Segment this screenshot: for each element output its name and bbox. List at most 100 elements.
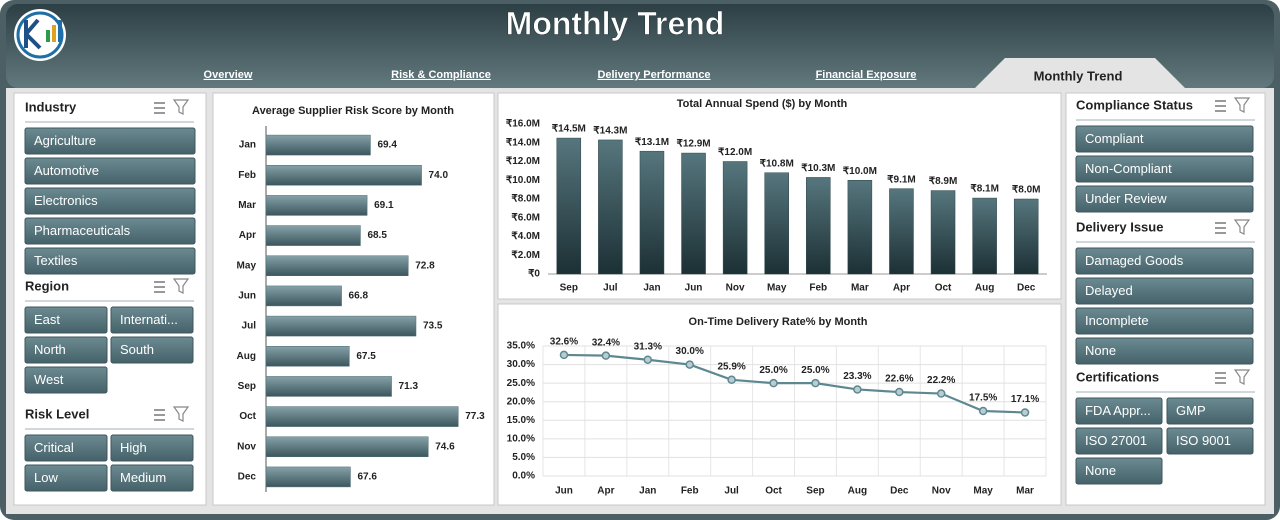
tab-link[interactable]: Risk & Compliance: [391, 69, 491, 81]
slicer-item[interactable]: Internati...: [120, 312, 178, 327]
slicer-button[interactable]: [1075, 307, 1254, 335]
slicer-item[interactable]: Delayed: [1085, 283, 1133, 298]
slicer-button[interactable]: [1166, 427, 1254, 455]
slicer-item[interactable]: ISO 9001: [1176, 433, 1231, 448]
slicer-title: Industry: [25, 99, 77, 114]
slicer-button[interactable]: [24, 464, 108, 492]
slicer-item[interactable]: East: [34, 312, 60, 327]
bar: [847, 180, 873, 275]
slicer-button[interactable]: [24, 306, 108, 334]
slicer-button[interactable]: [24, 127, 196, 155]
marker: [727, 375, 736, 385]
slicer-item[interactable]: West: [34, 372, 64, 387]
slicer-button[interactable]: [1075, 397, 1163, 425]
slicer-item[interactable]: Low: [34, 470, 58, 485]
slicer-button[interactable]: [24, 336, 108, 364]
marker: [559, 350, 569, 360]
clear-filter-icon[interactable]: [172, 99, 190, 115]
y-tick-label: 15.0%: [507, 415, 535, 426]
slicer-item[interactable]: None: [1085, 343, 1116, 358]
slicer-button[interactable]: [110, 306, 194, 334]
slicer-item[interactable]: North: [34, 342, 66, 357]
bar: [889, 188, 914, 275]
slicer-button[interactable]: [24, 247, 196, 275]
x-tick-label: Mar: [851, 283, 869, 294]
slicer-item[interactable]: ISO 27001: [1085, 433, 1147, 448]
slicer-item[interactable]: Under Review: [1085, 191, 1167, 206]
slicer-button[interactable]: [24, 217, 196, 245]
bar: [598, 139, 623, 275]
slicer-button[interactable]: [24, 157, 196, 185]
category-label: Aug: [237, 351, 256, 362]
data-label: 22.2%: [927, 375, 955, 386]
header-band: [6, 4, 1274, 88]
marker: [978, 406, 988, 416]
y-tick-label: 5.0%: [512, 452, 535, 463]
marker: [601, 351, 611, 360]
data-label: 30.0%: [676, 346, 704, 357]
data-label: ₹8.0M: [1012, 185, 1041, 196]
slicer-button[interactable]: [1075, 125, 1254, 153]
clear-filter-icon[interactable]: [1233, 369, 1251, 385]
slicer-item[interactable]: GMP: [1176, 403, 1206, 418]
chart-panel: [212, 92, 495, 506]
clear-filter-icon[interactable]: [1233, 219, 1251, 235]
slicer-item[interactable]: FDA Appr...: [1085, 403, 1151, 418]
slicer-item[interactable]: Damaged Goods: [1085, 253, 1184, 268]
tab-link[interactable]: Financial Exposure: [816, 69, 917, 81]
tab-link[interactable]: Overview: [204, 69, 253, 81]
bar: [265, 255, 409, 276]
slicer-item[interactable]: Pharmaceuticals: [34, 223, 131, 238]
slicer-button[interactable]: [1075, 337, 1254, 365]
slicer-button[interactable]: [1075, 247, 1254, 275]
clear-filter-icon[interactable]: [172, 278, 190, 294]
clear-filter-icon[interactable]: [1233, 97, 1251, 113]
slicer-button[interactable]: [24, 366, 108, 394]
slicer-button[interactable]: [110, 336, 194, 364]
bar: [265, 195, 368, 216]
x-tick-label: Jul: [603, 283, 618, 294]
slicer-item[interactable]: Critical: [34, 440, 74, 455]
data-label: 25.0%: [801, 365, 829, 376]
slicer-item[interactable]: None: [1085, 463, 1116, 478]
slicer-button[interactable]: [1075, 427, 1163, 455]
y-tick-label: ₹4.0M: [511, 231, 540, 242]
data-label: 69.1: [374, 200, 394, 211]
x-tick-label: Oct: [765, 486, 782, 497]
x-tick-label: Dec: [1017, 283, 1036, 294]
slicer-button[interactable]: [1075, 185, 1254, 213]
slicer-item[interactable]: Automotive: [34, 163, 99, 178]
slicer-button[interactable]: [110, 464, 194, 492]
marker: [936, 389, 946, 398]
slicer-button[interactable]: [24, 434, 108, 462]
slicer-button[interactable]: [110, 434, 194, 462]
slicer-item[interactable]: Incomplete: [1085, 313, 1149, 328]
slicer-button[interactable]: [24, 187, 196, 215]
x-tick-label: Apr: [597, 486, 614, 497]
clear-filter-icon[interactable]: [172, 406, 190, 422]
slicer-button[interactable]: [1075, 155, 1254, 183]
slicer-button[interactable]: [1075, 457, 1163, 485]
x-tick-label: Aug: [975, 283, 994, 294]
slicer-item[interactable]: Non-Compliant: [1085, 161, 1172, 176]
slicer-item[interactable]: Electronics: [34, 193, 98, 208]
bar: [265, 315, 417, 337]
slicer-item[interactable]: Compliant: [1085, 131, 1144, 146]
slicer-item[interactable]: Medium: [120, 470, 166, 485]
category-label: Nov: [237, 441, 256, 452]
slicer-title: Region: [25, 278, 69, 293]
chart-title: Average Supplier Risk Score by Month: [252, 105, 454, 117]
slicer-button[interactable]: [1166, 397, 1254, 425]
slicer-item[interactable]: Agriculture: [34, 133, 96, 148]
category-label: Jun: [238, 291, 256, 302]
slicer-item[interactable]: South: [120, 342, 154, 357]
active-tab-label[interactable]: Monthly Trend: [1034, 68, 1123, 83]
slicer-item[interactable]: High: [120, 440, 147, 455]
bar: [265, 134, 371, 156]
tab-link[interactable]: Delivery Performance: [597, 69, 710, 81]
slicer-item[interactable]: Textiles: [34, 253, 78, 268]
y-tick-label: ₹8.0M: [511, 194, 540, 205]
slicer-button[interactable]: [1075, 277, 1254, 305]
data-label: ₹8.1M: [970, 184, 999, 195]
bar: [265, 225, 361, 246]
